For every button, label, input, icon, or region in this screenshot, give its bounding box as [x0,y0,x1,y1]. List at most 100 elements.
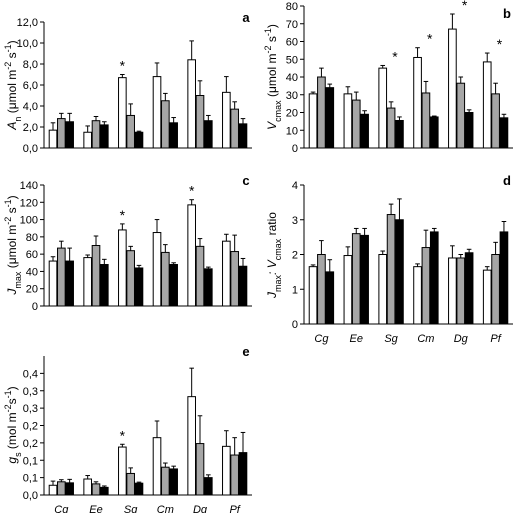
bar-Dg-series-3 [204,268,213,307]
panel-d: 0 1 2 3 4 Jmax: Vcmax ratio d Cg Ee Sg Cm Dg Pf [265,173,513,345]
bar-Pf-series-1 [222,91,231,149]
bar-Cm-series-1 [413,266,422,325]
y-axis-title-part: (μmol m [265,53,279,100]
bar-Sg-series-1 [378,67,388,149]
y-axis-title: An (μmol m-2 s-1) [3,40,23,130]
bar-Cm-series-1 [152,437,162,496]
bar-Cm-series-2 [421,92,431,149]
bar-Cm-series-1 [413,56,422,149]
panel-c: 0 20 40 60 80 100 120 140 Jmax (μmol m-2 s-1) c * * [3,173,252,313]
bar-Ee-series-2 [91,483,101,496]
bar-Cm-series-2 [421,247,431,325]
panel-letter: d [503,173,511,188]
y-tick-label: 80 [26,232,38,244]
bar-Ee-series-1 [83,478,92,496]
y-axis-title-part: A [5,122,19,131]
bar-Ee-series-2 [351,233,361,325]
bar-Sg-series-1 [118,77,127,149]
bar-Dg-series-1 [187,204,196,307]
bar-Ee-series-2 [351,99,361,149]
bar-Pf-series-1 [482,269,492,325]
bar-Cm-series-2 [161,466,170,496]
bar-Sg-series-2 [126,114,135,149]
y-axis-title-part: s [5,52,19,61]
bar-Sg-series-3 [395,119,404,149]
panel-e: 0,00,10,10,20,20,30,30,4gs (mol m-2s-1)e… [3,344,252,513]
panel-letter: a [242,10,250,25]
panel-a: 0,0 2,0 4,0 6,0 8,0 10,0 12,0 An (μmol m-2 s-1)… [3,10,252,155]
bar-Sg-series-3 [395,219,404,325]
bar-Cm-series-3 [169,122,178,149]
y-tick-label: 2,0 [23,122,38,134]
bar-Ee-series-2 [91,245,101,307]
y-axis-title-part: cmax [273,100,283,122]
y-axis-title-part: g [5,457,19,464]
bar-Pf-series-1 [222,240,231,307]
bar-Sg-series-3 [134,482,144,496]
bar-Cg-series-2 [317,76,326,149]
y-axis-title-part: ) [5,40,19,44]
bar-Pf-series-3 [238,123,248,149]
y-axis-title-part: s [13,452,23,457]
y-tick-label: 12,0 [17,17,38,29]
y-tick-label: 0,4 [23,368,38,380]
y-axis-title: Jmax: Vcmax ratio [265,212,283,299]
y-axis-title: Jmax (μmol m-2 s-1) [3,195,23,295]
y-tick-label: 4 [292,180,298,192]
bar-Ee-series-1 [343,93,353,149]
bar-Pf-series-3 [499,117,509,149]
panel-letter: c [242,173,249,188]
bar-Cg-series-2 [317,254,326,325]
y-tick-label: 0,1 [23,473,38,485]
bar-Dg-series-2 [456,82,466,149]
significance-mark-Sg: * [392,48,398,64]
bar-Sg-series-3 [134,131,144,149]
bar-Sg-series-2 [126,250,135,307]
y-axis-title-part: J [265,291,279,299]
y-tick-label: 6,0 [23,80,38,92]
bar-Sg-series-3 [134,267,144,307]
y-axis-title-part: -2 [3,217,13,225]
bar-Cg-series-3 [325,87,335,149]
y-axis-title-part: ) [265,24,279,28]
significance-mark-Sg: * [120,207,126,223]
category-label-Cm: Cm [417,333,434,345]
panel-letter: e [242,344,249,359]
bar-Dg-series-1 [187,59,196,149]
y-tick-label: 100 [20,215,38,227]
bar-Cg-series-3 [65,482,74,496]
y-tick-label: 0 [292,143,298,155]
y-axis-title-part: s [5,207,19,216]
bar-Sg-series-1 [118,229,127,307]
y-axis-title-part: s [5,398,19,404]
y-axis-title-part: n [13,117,23,122]
category-label-Pf: Pf [490,333,501,345]
bar-Pf-series-3 [238,452,248,496]
category-label-Cg: Cg [314,333,329,345]
bar-Sg-series-1 [378,254,388,325]
category-label-Dg: Dg [193,504,208,513]
y-tick-label: 0,2 [23,438,38,450]
bar-Dg-series-1 [448,257,457,325]
bar-Sg-series-1 [118,446,127,496]
y-axis-title-part: J [5,288,19,296]
category-label-Ee: Ee [350,333,363,345]
y-tick-label: 30 [286,90,298,102]
y-axis-title-part: max [273,274,283,292]
bar-Cg-series-1 [48,260,58,307]
y-axis-title-part: (mol m [5,412,19,452]
y-tick-label: 70 [286,19,298,31]
bar-Ee-series-1 [343,255,353,325]
bar-Cg-series-1 [308,93,318,149]
y-tick-label: 1 [292,284,298,296]
bar-Cm-series-3 [169,264,178,307]
y-tick-label: 60 [286,37,298,49]
y-axis-title-part: -1 [3,390,13,398]
y-tick-label: 0 [292,319,298,331]
bar-Cg-series-2 [57,118,66,149]
panel-letter: b [503,6,511,21]
category-label-Pf: Pf [229,504,240,513]
significance-mark-Pf: * [497,36,503,52]
bar-Pf-series-2 [230,454,239,496]
y-tick-label: 0 [32,301,38,313]
